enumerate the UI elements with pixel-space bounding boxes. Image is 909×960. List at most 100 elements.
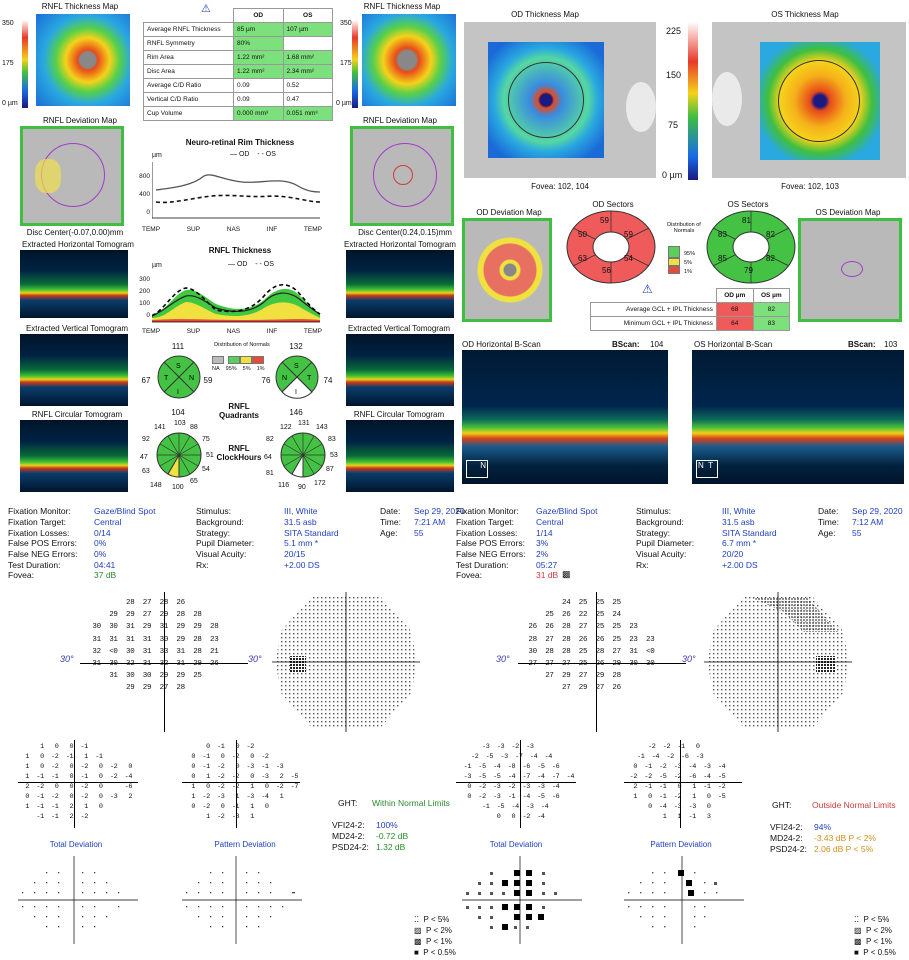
scale-mid: 175 (2, 60, 14, 67)
od-val: 1.22 mm² (233, 64, 284, 79)
clock-val: 83 (328, 436, 336, 443)
od-psd-label: PSD24-2: (332, 842, 369, 852)
rnfl-params-table: ⚠ OD OS Average RNFL Thickness 85 µm 107 µm… (143, 3, 333, 121)
y-tick: 800 (139, 173, 150, 180)
os-vertical-tomogram[interactable] (346, 334, 454, 406)
legend-od: OD (238, 151, 250, 158)
od-md-label: MD24-2: (332, 831, 365, 841)
od-info-mid-labels: Stimulus: Background: Strategy: Pupil Di… (196, 506, 255, 570)
od-vfi-value: 100% (376, 820, 398, 830)
os-val: 2.34 mm² (282, 64, 333, 79)
od-pd-title: Pattern Deviation (214, 840, 276, 849)
od-ght-value: Within Normal Limits (372, 798, 450, 808)
clock-val: 51 (206, 452, 214, 459)
legend-od: OD (236, 261, 248, 268)
clock-val: 47 (140, 454, 148, 461)
rim-unit: µm (152, 152, 162, 159)
od-fovea: Fovea: 102, 104 (531, 182, 589, 191)
od-c-tomo-title: RNFL Circular Tomogram (31, 410, 123, 419)
od-td-v-axis (74, 740, 75, 828)
os-val: 82 (752, 302, 791, 317)
os-clock-values: 131 143 83 53 87 172 90 116 81 64 82 122 (264, 420, 344, 492)
od-q-s: 111 (171, 342, 185, 351)
gcl-dist-labels: 95% 5% 1% (684, 250, 695, 277)
od-info-left-labels: Fixation Monitor: Fixation Target: Fixat… (8, 506, 78, 570)
rnfl-dist-legend (212, 356, 264, 364)
od-bscan-num: 104 (650, 340, 664, 349)
os-val: 1.68 mm² (282, 50, 333, 65)
od-q-n: 59 (203, 376, 213, 385)
normal-band-yellow (152, 302, 320, 322)
os-gcl-deviation-map[interactable] (798, 218, 902, 322)
od-rnfl-line (152, 292, 321, 317)
dist-label: 95% (684, 251, 696, 257)
od-pd-values: 0 -1 0 -2 0 -1 0 -2 0 -2 0 -1 -2 0 -3 -1… (191, 743, 299, 821)
od-rnfl-dev-title: RNFL Deviation Map (43, 116, 117, 125)
os-v-tomo-title: Extracted Vertical Tomogram (347, 324, 451, 333)
od-clockhours-chart (156, 432, 202, 478)
svg-text:T: T (164, 375, 169, 382)
od-rnfl-map-title: RNFL Thickness Map (41, 2, 119, 11)
gcl-scale-225: 225 (666, 26, 682, 36)
od-q-i: 104 (171, 408, 185, 417)
x-tick: INF (266, 328, 278, 335)
dist-label: 5% (684, 260, 692, 266)
row-label: Average RNFL Thickness (143, 22, 234, 37)
os-bscan-num: 103 (884, 340, 898, 349)
scale-max: 350 (340, 20, 352, 27)
p05-icon: ■ (414, 948, 419, 957)
os-info-right-labels: Date: Time: Age: (818, 506, 839, 538)
od-horizontal-bscan[interactable]: N (462, 350, 668, 484)
os-deg-right: 30° (682, 654, 696, 664)
os-rnfl-line (152, 284, 321, 317)
os-circular-tomogram[interactable] (346, 420, 454, 492)
od-gcl-deviation-map[interactable] (462, 218, 552, 322)
x-tick: TEMP (142, 328, 161, 335)
scale-max: 350 (2, 20, 14, 27)
gcl-color-scale (688, 22, 698, 180)
od-td-values: 1 0 0 -1 1 0 -2 -1 1 -1 1 0 -2 0 -2 0 -2… (25, 743, 133, 821)
os-horizontal-bscan[interactable]: N T (692, 350, 904, 484)
os-rnfl-deviation-map[interactable] (350, 126, 454, 226)
rim-legend: — OD - - OS (230, 151, 276, 158)
od-v-tomo-title: Extracted Vertical Tomogram (25, 324, 129, 333)
os-val: 0.051 mm³ (282, 106, 333, 121)
y-tick: 200 (139, 288, 150, 295)
x-tick: NAS (226, 226, 241, 233)
od-vfi-label: VFI24-2: (332, 820, 365, 830)
od-circular-tomogram[interactable] (20, 420, 128, 492)
os-rnfl-thickness-map[interactable] (362, 14, 456, 106)
od-val: 0.000 mm³ (233, 106, 284, 121)
od-fovea-value: 37 dB (94, 570, 117, 580)
os-info-mid-labels: Stimulus: Background: Strategy: Pupil Di… (636, 506, 695, 570)
svg-text:S: S (294, 363, 299, 370)
od-info-right-labels: Date: Time: Age: (380, 506, 401, 538)
os-horizontal-tomogram[interactable] (346, 250, 454, 318)
clock-val: 63 (142, 468, 150, 475)
os-gcl-thickness-map[interactable] (712, 22, 906, 178)
svg-text:I: I (177, 389, 179, 396)
col-od: OD (233, 8, 284, 23)
row-label: Cup Volume (143, 106, 234, 121)
gcl-scale-150: 150 (666, 70, 682, 80)
clock-val: 81 (266, 470, 274, 477)
fovea-prob-icon: ▩ (562, 569, 571, 579)
p2-icon: ▨ (854, 926, 862, 935)
od-rnfl-deviation-map[interactable] (20, 126, 124, 226)
legend-os: OS (265, 151, 276, 158)
od-gcl-thickness-map[interactable] (464, 22, 656, 178)
od-vertical-tomogram[interactable] (20, 334, 128, 406)
od-horizontal-tomogram[interactable] (20, 250, 128, 318)
os-val: 0.47 (282, 92, 333, 107)
os-q-i: 146 (289, 408, 303, 417)
p1-label: P < 1% (426, 937, 452, 946)
os-pd-h-axis (624, 782, 742, 783)
od-q-t: 67 (141, 376, 151, 385)
quadrants-label: RNFL Quadrants (218, 402, 259, 420)
od-rnfl-thickness-map[interactable] (36, 14, 130, 106)
p5-label: P < 5% (863, 915, 890, 924)
warning-icon: ⚠ (642, 282, 653, 296)
os-td-prob-map (462, 856, 582, 944)
rnfl-dist-labels: NA 95% 5% 1% (212, 366, 265, 372)
os-sector-values: 81 82 82 79 85 83 (704, 208, 798, 286)
